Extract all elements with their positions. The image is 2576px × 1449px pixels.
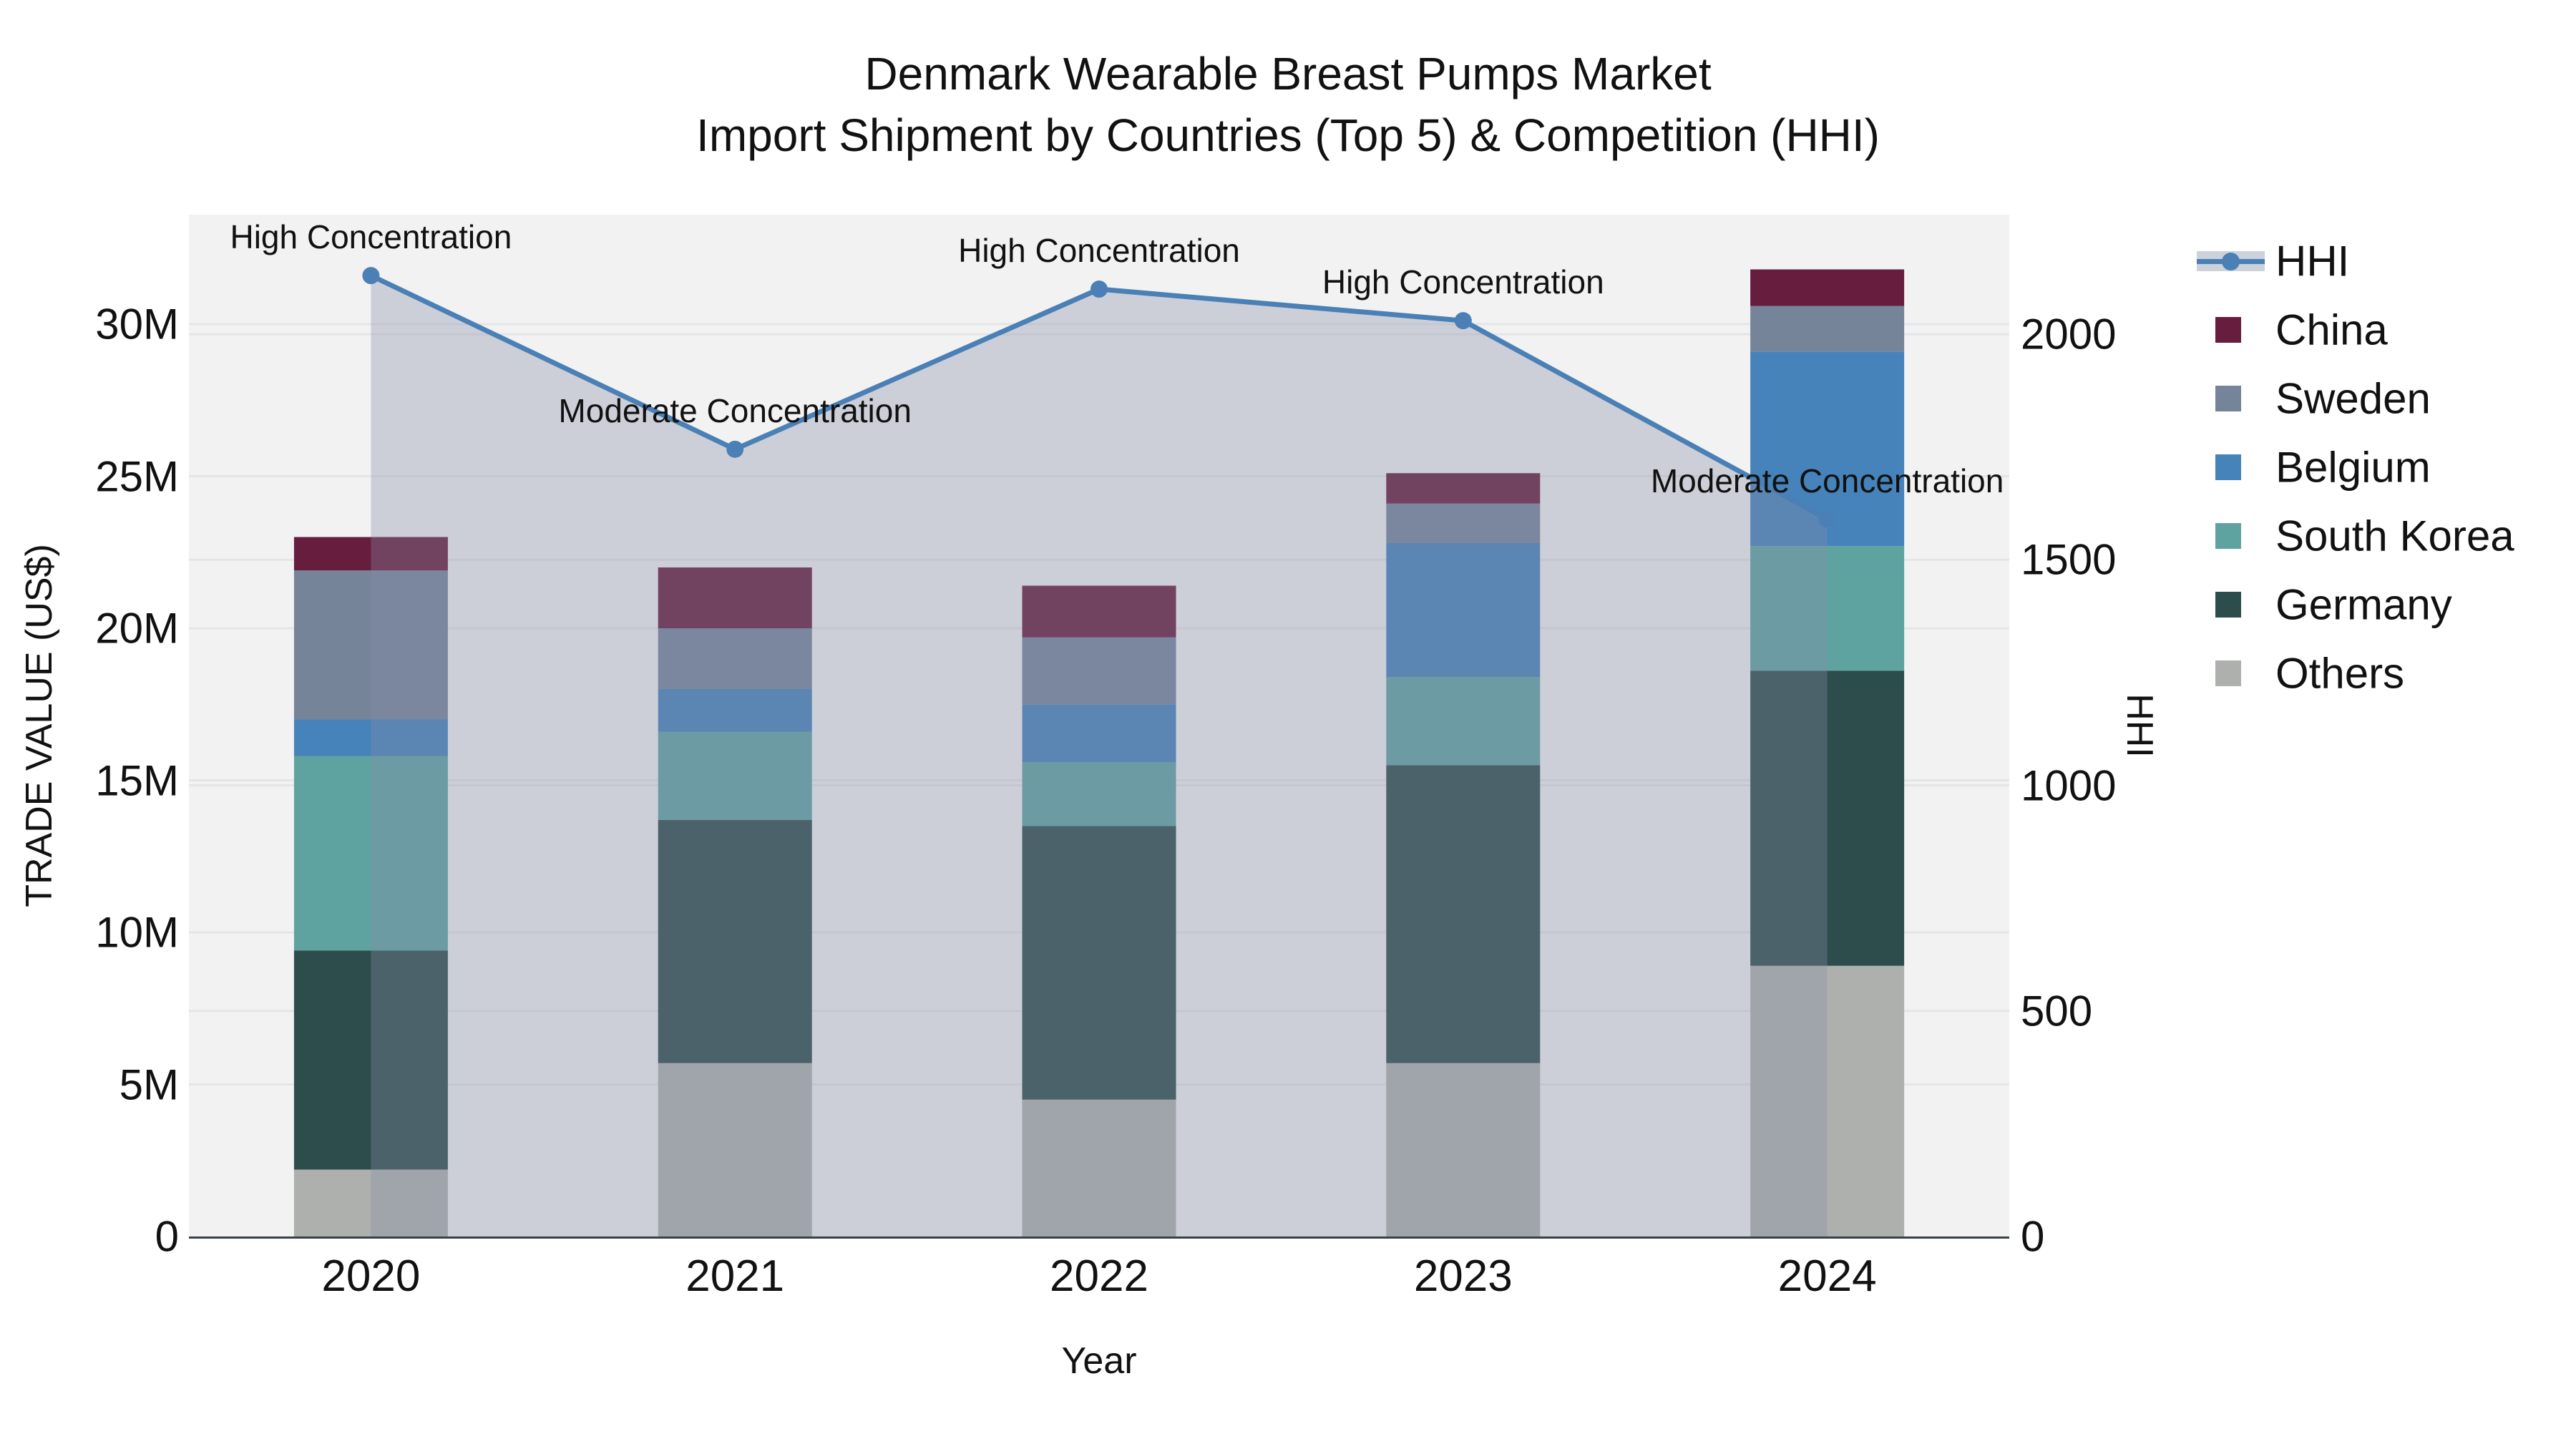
- y-left-tick-5M: 5M: [119, 1060, 179, 1108]
- y-right-tick-1500: 1500: [2021, 535, 2117, 584]
- legend-label: Belgium: [2275, 443, 2431, 492]
- bar-2024-others: [1750, 965, 1905, 1236]
- legend-swatch-south-korea: [2215, 523, 2241, 549]
- legend-item-belgium[interactable]: Belgium: [2197, 442, 2576, 492]
- hhi-annotation-2021: Moderate Concentration: [558, 391, 912, 429]
- x-axis-line: [189, 1236, 2009, 1239]
- bar-2022-china: [1022, 585, 1176, 638]
- bar-2021-south-korea: [658, 731, 812, 820]
- hhi-annotation-2024: Moderate Concentration: [1650, 462, 2004, 499]
- chart-canvas: [189, 267, 2009, 1236]
- x-tick-2022: 2022: [1050, 1252, 1148, 1301]
- hhi-annotation-2020: High Concentration: [230, 218, 512, 256]
- y-axis-title-right: HHI: [2119, 693, 2160, 758]
- bar-2024-south-korea: [1750, 546, 1905, 671]
- legend-swatch-others: [2215, 660, 2241, 686]
- bar-2022-south-korea: [1022, 762, 1176, 826]
- y-left-tick-20M: 20M: [95, 604, 179, 653]
- legend-item-china[interactable]: China: [2197, 305, 2576, 355]
- bar-2021-others: [658, 1063, 812, 1236]
- legend-item-sweden[interactable]: Sweden: [2197, 374, 2576, 424]
- legend-label: Germany: [2275, 580, 2452, 629]
- y-right-tick-1000: 1000: [2021, 761, 2117, 810]
- legend-label: HHI: [2275, 237, 2350, 286]
- hhi-area: [371, 275, 1828, 1236]
- y-left-tick-15M: 15M: [95, 756, 179, 804]
- bar-2024-china: [1750, 269, 1905, 306]
- hhi-annotation-2022: High Concentration: [958, 232, 1240, 270]
- legend-hhi-dot: [2222, 253, 2240, 270]
- legend-label: China: [2275, 306, 2388, 354]
- legend-label: Sweden: [2275, 374, 2431, 423]
- bar-2020-south-korea: [293, 756, 448, 951]
- x-tick-2024: 2024: [1777, 1252, 1877, 1301]
- y-left-tick-25M: 25M: [95, 452, 179, 500]
- legend-label: Others: [2275, 649, 2405, 698]
- bar-2023-germany: [1386, 765, 1541, 1063]
- legend-swatch-china: [2215, 317, 2241, 343]
- chart-title-line2: Import Shipment by Countries (Top 5) & C…: [696, 109, 1880, 162]
- legend-hhi-line-icon: [2197, 245, 2265, 277]
- y-left-tick-0: 0: [155, 1212, 179, 1261]
- plot-area: [189, 215, 2009, 1236]
- bar-2022-germany: [1022, 826, 1176, 1100]
- hhi-point-2023: [1454, 312, 1472, 330]
- bar-2020-china: [293, 537, 448, 571]
- legend-swatch-germany: [2215, 592, 2241, 618]
- bar-2021-belgium: [658, 689, 812, 732]
- x-tick-2023: 2023: [1413, 1252, 1513, 1301]
- y-right-tick-0: 0: [2021, 1212, 2045, 1261]
- bar-2021-germany: [658, 819, 812, 1063]
- bar-2023-belgium: [1386, 543, 1541, 677]
- y-right-tick-500: 500: [2021, 987, 2093, 1035]
- bar-2023-south-korea: [1386, 677, 1541, 766]
- legend-swatch-belgium: [2215, 454, 2241, 480]
- bar-2020-belgium: [293, 719, 448, 756]
- x-tick-2021: 2021: [686, 1252, 785, 1301]
- bar-2023-others: [1386, 1063, 1541, 1236]
- legend: HHI China Sweden Belgium South Korea Germany O…: [2197, 236, 2576, 737]
- hhi-point-2021: [726, 440, 744, 458]
- legend-swatch-sweden: [2215, 386, 2241, 411]
- y-axis-title-left: TRADE VALUE (US$): [19, 544, 60, 907]
- hhi-point-2020: [362, 267, 380, 285]
- bar-2022-others: [1022, 1099, 1176, 1236]
- hhi-annotation-2023: High Concentration: [1322, 263, 1604, 301]
- bar-2023-china: [1386, 473, 1541, 504]
- hhi-point-2024: [1818, 510, 1836, 528]
- y-left-tick-30M: 30M: [95, 300, 179, 348]
- hhi-point-2022: [1091, 280, 1108, 298]
- legend-item-germany[interactable]: Germany: [2197, 580, 2576, 630]
- bar-2022-belgium: [1022, 704, 1176, 762]
- x-axis-title: Year: [1061, 1340, 1137, 1382]
- y-left-tick-10M: 10M: [95, 908, 179, 957]
- bar-2020-germany: [293, 950, 448, 1170]
- bar-2022-sweden: [1022, 637, 1176, 705]
- chart-title-line1: Denmark Wearable Breast Pumps Market: [864, 48, 1712, 99]
- legend-item-others[interactable]: Others: [2197, 648, 2576, 698]
- legend-label: South Korea: [2275, 512, 2514, 560]
- bar-2020-sweden: [293, 570, 448, 720]
- legend-item-south-korea[interactable]: South Korea: [2197, 511, 2576, 561]
- y-right-tick-2000: 2000: [2021, 310, 2117, 358]
- bar-2021-sweden: [658, 628, 812, 689]
- chart-title: Denmark Wearable Breast Pumps Market Imp…: [0, 43, 2576, 167]
- bar-2023-sweden: [1386, 503, 1541, 543]
- bar-2021-china: [658, 567, 812, 628]
- bar-2020-others: [293, 1169, 448, 1236]
- x-tick-2020: 2020: [321, 1252, 421, 1301]
- legend-item-hhi[interactable]: HHI: [2197, 236, 2576, 286]
- bar-2024-germany: [1750, 670, 1905, 966]
- bar-2024-sweden: [1750, 306, 1905, 352]
